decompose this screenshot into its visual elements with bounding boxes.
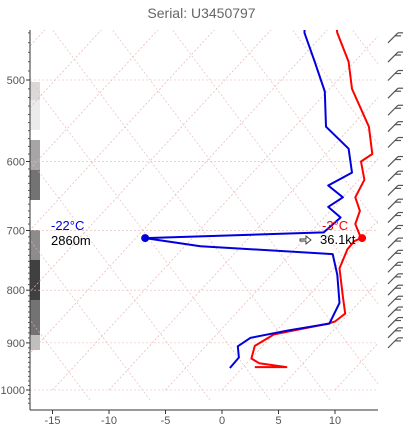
wind-barb [387, 273, 403, 285]
shade-band [30, 100, 40, 130]
wind-barbs [387, 32, 403, 349]
wind-barb [387, 32, 403, 44]
wind-barb [387, 284, 403, 296]
adiabat-line [112, 30, 378, 385]
isotherm-line [30, 30, 328, 354]
adiabat-line [352, 30, 378, 65]
isotherm-line [30, 30, 159, 170]
x-tick-label: 5 [275, 415, 281, 427]
wind-barb [387, 261, 403, 273]
wind-barb [387, 69, 403, 81]
chart-title: Serial: U3450797 [147, 5, 256, 21]
series-layer [144, 30, 374, 369]
adiabat-line [52, 30, 331, 400]
wind-barb [387, 295, 403, 307]
marker-layer [141, 234, 367, 243]
adiabat-line [172, 30, 378, 305]
wind-barb [387, 316, 403, 328]
wind-barb [387, 224, 403, 236]
x-tick-label: 10 [329, 415, 341, 427]
x-tick-label: -15 [45, 415, 61, 427]
x-tick-label: -5 [161, 415, 171, 427]
shade-band [30, 300, 40, 335]
wind-barb [387, 136, 403, 148]
adiabat-line [292, 30, 378, 145]
wind-barb [387, 104, 403, 116]
shade-band [30, 140, 40, 170]
shade-band [30, 170, 40, 200]
isotherm-line [108, 97, 378, 391]
temperature-value: -3°C [322, 218, 348, 233]
isotherm-line [0, 0, 25, 390]
wind-barb [387, 211, 403, 223]
wind-barb [387, 51, 403, 63]
y-tick-label: 1000 [1, 385, 25, 397]
x-tick-label: -10 [101, 415, 117, 427]
grid-lines [0, 0, 403, 400]
wind-barb [387, 184, 403, 196]
wind-barb [387, 249, 403, 261]
dewpoint-value: -22°C [51, 218, 84, 233]
wind-arrow-icon [299, 235, 312, 245]
wind-barb [387, 327, 403, 339]
temperature-line [250, 30, 374, 369]
isotherm-line [30, 30, 102, 108]
y-tick-label: 700 [7, 225, 25, 237]
shade-band [30, 260, 40, 300]
axes: 500 600 700 800 900 1000 -15 -10 -5 0 5 10 [1, 30, 378, 427]
shade-band [30, 335, 40, 350]
wind-barb [387, 237, 403, 249]
wind-barb [387, 155, 403, 167]
wind-barb [387, 87, 403, 99]
wind-barb [387, 198, 403, 210]
y-tick-label: 600 [7, 157, 25, 169]
dewpoint-marker [141, 234, 150, 243]
dewpoint-line [144, 30, 353, 369]
shade-band [30, 82, 40, 100]
height-value: 2860m [51, 233, 91, 248]
wind-barb [387, 337, 403, 349]
y-tick-label: 900 [7, 338, 25, 350]
temperature-marker [358, 234, 367, 243]
isotherm-line [221, 219, 378, 391]
y-tick-label: 800 [7, 285, 25, 297]
isotherm-line [392, 0, 403, 390]
adiabat-line [30, 79, 271, 400]
isotherm-line [52, 35, 378, 391]
isotherm-line [30, 30, 215, 231]
wind-barb [387, 306, 403, 318]
isotherm-line [30, 30, 46, 47]
y-tick-label: 500 [7, 75, 25, 87]
wind-barb [387, 170, 403, 182]
humidity-shade-bar [30, 82, 40, 350]
wind-speed-value: 36.1kt [320, 232, 356, 247]
wind-barb [387, 121, 403, 133]
x-tick-label: 0 [219, 415, 225, 427]
isotherm-line [30, 30, 272, 293]
adiabat-line [30, 159, 211, 400]
adiabat-line [232, 30, 378, 225]
shade-band [30, 230, 40, 260]
